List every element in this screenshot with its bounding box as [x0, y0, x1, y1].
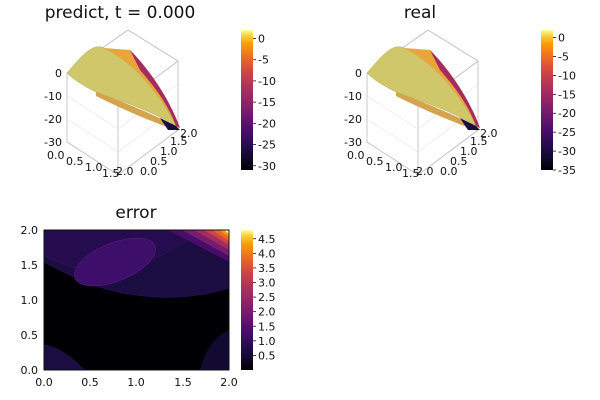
x-ticks-predict: 0.0 0.5 1.0 1.5 2.0 — [47, 149, 134, 180]
colorbar-tick-label: -10 — [258, 75, 276, 88]
x-ticks-real: 0.0 0.5 1.0 1.5 2.0 — [347, 149, 434, 180]
x-ticks-error: 0.0 0.5 1.0 1.5 2.0 — [35, 376, 238, 389]
colorbar-tick-label: -5 — [558, 50, 569, 63]
y-tick-label: 1.5 — [21, 259, 39, 272]
x-tick-label: 1.5 — [174, 376, 192, 389]
colorbar-gradient — [541, 30, 553, 170]
z-ticks-predict: 0 -10 -20 -30 — [44, 67, 62, 149]
panel-title-error: error — [115, 203, 156, 223]
colorbar-tick-label: 3.0 — [258, 277, 276, 290]
colorbar-tick-label: -20 — [258, 117, 276, 130]
x-tick-label: 1.0 — [127, 376, 145, 389]
z-tick-label: -30 — [44, 136, 62, 149]
y-ticks-predict: 0.0 0.5 1.0 1.5 2.0 — [140, 127, 198, 178]
y-tick-label: 0.0 — [21, 364, 39, 377]
y-ticks-real: 0.0 0.5 1.0 1.5 2.0 — [440, 127, 498, 178]
y-tick-label: 1.0 — [21, 294, 39, 307]
colorbar-tick-label: -30 — [258, 160, 276, 173]
panel-predict: predict, t = 0.000 0 -10 -20 — [44, 3, 276, 180]
colorbar-error: 0.51.0 1.52.0 2.53.0 3.5 4.04.5 — [241, 230, 276, 370]
contour-frame — [43, 229, 230, 371]
z-tick-label: -30 — [344, 136, 362, 149]
y-tick-label: 0.5 — [450, 155, 468, 168]
x-tick-label: 0.0 — [35, 376, 53, 389]
surface-sheet-low — [96, 92, 178, 131]
contour-band-right — [200, 330, 229, 370]
colorbar-gradient — [241, 230, 253, 370]
surface-sheet-tail — [160, 118, 180, 130]
surface-sheet-edge — [430, 50, 480, 128]
x-tick-label: 1.0 — [385, 161, 403, 174]
colorbar-tick-label: 2.5 — [258, 291, 276, 304]
colorbar-tick-label: 4.0 — [258, 247, 276, 260]
x-tick-label: 0.5 — [66, 155, 84, 168]
colorbar-tick-label: -15 — [558, 88, 576, 101]
colorbar-tick-label: 2.0 — [258, 306, 276, 319]
x-tick-label: 0.5 — [366, 155, 384, 168]
surface-predict — [66, 46, 180, 131]
panel-error: error 0.0 0.5 1.0 1.5 2.0 — [21, 203, 276, 389]
x-tick-label: 2.0 — [416, 165, 434, 178]
x-tick-label: 1.5 — [102, 167, 120, 180]
z-tick-label: -20 — [44, 113, 62, 126]
colorbar-tick-label: -15 — [258, 96, 276, 109]
x-tick-label: 0.0 — [347, 149, 365, 162]
colorbar-tick-label: -25 — [258, 139, 276, 152]
x-tick-label: 2.0 — [220, 376, 238, 389]
colorbar-tick-label: -10 — [558, 69, 576, 82]
colorbar-tick-label: 4.5 — [258, 233, 276, 246]
surface-sheet-low — [396, 92, 478, 131]
contour-plot-error — [43, 229, 230, 371]
z-tick-label: -20 — [344, 113, 362, 126]
surface-sheet-edge — [130, 50, 180, 128]
surface-real — [366, 46, 480, 131]
y-tick-label: 0.0 — [440, 165, 458, 178]
y-tick-label: 2.0 — [180, 127, 198, 140]
y-tick-label: 2.0 — [480, 127, 498, 140]
colorbar-tick-label: -5 — [258, 54, 269, 67]
z-tick-label: 0 — [55, 67, 62, 80]
panel-title-real: real — [404, 3, 436, 23]
y-tick-label: 1.5 — [170, 135, 188, 148]
y-tick-label: 0.5 — [150, 155, 168, 168]
contour-corner-lines — [168, 230, 229, 262]
z-tick-label: 0 — [355, 67, 362, 80]
colorbar-predict: 0 -5 -10 -15 -20 -25 -30 — [241, 30, 276, 173]
x-tick-label: 1.0 — [85, 161, 103, 174]
x-tick-label: 0.5 — [81, 376, 99, 389]
colorbar-tick-label: 1.5 — [258, 320, 276, 333]
colorbar-gradient — [241, 30, 253, 170]
colorbar-tick-label: 0 — [258, 32, 265, 45]
colorbar-tick-label: 3.5 — [258, 262, 276, 275]
x-tick-label: 2.0 — [116, 165, 134, 178]
panel-title-predict: predict, t = 0.000 — [45, 3, 196, 23]
y-ticks-error: 0.0 0.5 1.0 1.5 2.0 — [21, 224, 39, 377]
x-tick-label: 0.0 — [47, 149, 65, 162]
y-tick-label: 2.0 — [21, 224, 39, 237]
colorbar-tick-label: 1.0 — [258, 335, 276, 348]
colorbar-real: 0 -5 -10 -15 -20 -25 -30 -35 — [541, 30, 576, 177]
colorbar-tick-label: -30 — [558, 145, 576, 158]
contour-peak-ellipse — [74, 237, 156, 287]
y-tick-label: 0.0 — [140, 165, 158, 178]
y-tick-label: 1.0 — [160, 145, 178, 158]
panel-real: real 0 -10 -20 -30 0.0 — [344, 3, 576, 180]
colorbar-tick-label: 0.5 — [258, 349, 276, 362]
surface-sheet-tail — [460, 118, 480, 130]
z-tick-label: -10 — [44, 90, 62, 103]
z-ticks-real: 0 -10 -20 -30 — [344, 67, 362, 149]
z-tick-label: -10 — [344, 90, 362, 103]
colorbar-tick-label: -25 — [558, 126, 576, 139]
colorbar-tick-label: -20 — [558, 107, 576, 120]
y-tick-label: 1.5 — [470, 135, 488, 148]
colorbar-tick-label: 0 — [558, 32, 565, 45]
x-tick-label: 1.5 — [402, 167, 420, 180]
y-tick-label: 1.0 — [460, 145, 478, 158]
colorbar-tick-label: -35 — [558, 164, 576, 177]
y-tick-label: 0.5 — [21, 329, 39, 342]
